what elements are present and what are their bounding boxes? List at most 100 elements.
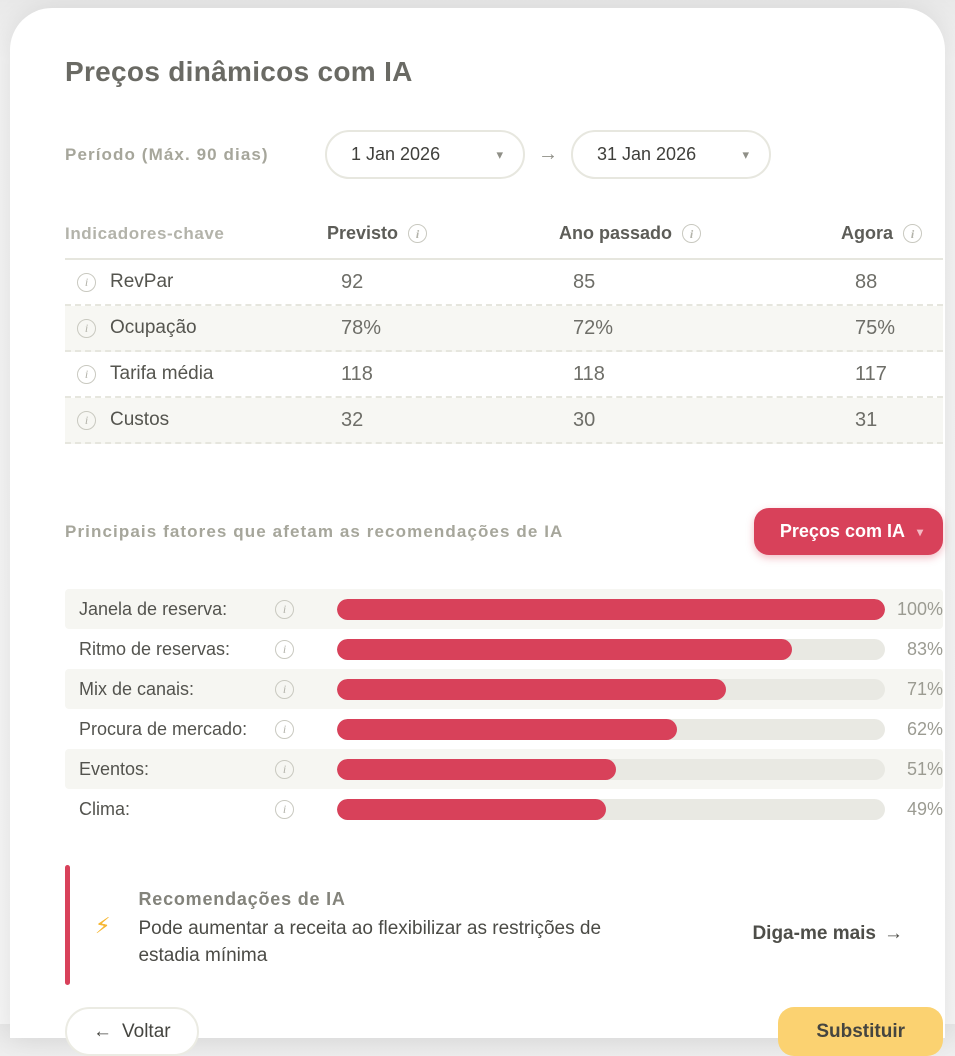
indicators-header-label: Indicadores-chave bbox=[65, 223, 225, 243]
factor-label: Ritmo de reservas: bbox=[79, 638, 231, 659]
end-date-value: 31 Jan 2026 bbox=[597, 144, 697, 164]
back-button[interactable]: ← Voltar bbox=[65, 1007, 199, 1056]
period-label: Período (Máx. 90 dias) bbox=[65, 144, 269, 164]
factor-label: Procura de mercado: bbox=[79, 718, 248, 739]
info-icon[interactable]: i bbox=[275, 639, 294, 659]
factor-percent: 100% bbox=[896, 598, 943, 619]
info-icon[interactable]: i bbox=[275, 759, 294, 779]
indicators-table: Indicadores-chave Previsto i Ano passado… bbox=[65, 213, 943, 444]
cell-agora: 31 bbox=[855, 408, 878, 431]
table-row-custos: i Custos 32 30 31 bbox=[65, 398, 943, 444]
tell-me-more-link[interactable]: Diga-me mais → bbox=[752, 923, 903, 945]
cell-previsto: 92 bbox=[341, 270, 364, 293]
row-label-text: Ocupação bbox=[110, 317, 197, 338]
factor-label: Clima: bbox=[79, 798, 131, 819]
row-label: i Tarifa média bbox=[65, 363, 327, 385]
info-icon[interactable]: i bbox=[903, 224, 923, 243]
range-arrow-icon: → bbox=[538, 143, 558, 165]
cell-agora: 88 bbox=[855, 270, 878, 293]
row-label-text: RevPar bbox=[110, 271, 174, 292]
cell-previsto: 78% bbox=[341, 316, 382, 339]
column-ano-passado: Ano passado i bbox=[559, 223, 841, 244]
start-date-value: 1 Jan 2026 bbox=[351, 144, 441, 164]
column-agora: Agora i bbox=[841, 223, 943, 244]
row-label: i Custos bbox=[65, 409, 327, 431]
column-previsto-label: Previsto bbox=[327, 223, 399, 243]
footer-actions: ← Voltar Substituir bbox=[65, 1007, 943, 1056]
page-title: Preços dinâmicos com IA bbox=[65, 56, 413, 87]
period-selector-row: Período (Máx. 90 dias) 1 Jan 2026 ▾ → 31… bbox=[65, 130, 903, 179]
recommendation-text: Pode aumentar a receita ao flexibilizar … bbox=[138, 918, 602, 966]
end-date-select[interactable]: 31 Jan 2026 ▾ bbox=[571, 130, 771, 179]
factors-title: Principais fatores que afetam as recomen… bbox=[65, 521, 564, 541]
info-icon[interactable]: i bbox=[275, 679, 294, 699]
cell-ano-passado: 72% bbox=[573, 316, 614, 339]
info-icon[interactable]: i bbox=[77, 410, 96, 430]
arrow-right-icon: → bbox=[884, 923, 903, 944]
factor-row-mix-de-canais: Mix de canais: i 71% bbox=[65, 669, 943, 709]
factor-bar-track bbox=[337, 758, 885, 780]
cell-agora: 117 bbox=[855, 362, 887, 385]
factor-percent: 62% bbox=[906, 718, 943, 739]
cell-ano-passado: 118 bbox=[573, 362, 605, 385]
factor-bar-track bbox=[337, 678, 885, 700]
factor-label: Eventos: bbox=[79, 758, 150, 779]
recommendation-body: Recomendações de IA Pode aumentar a rece… bbox=[138, 877, 618, 969]
cell-ano-passado: 85 bbox=[573, 270, 596, 293]
info-icon[interactable]: i bbox=[408, 224, 428, 243]
factor-row-janela-de-reserva: Janela de reserva: i 100% bbox=[65, 589, 943, 629]
replace-button[interactable]: Substituir bbox=[778, 1007, 943, 1056]
ai-prices-dropdown-label: Preços com IA bbox=[779, 521, 905, 541]
info-icon[interactable]: i bbox=[275, 719, 294, 739]
row-label: i Ocupação bbox=[65, 317, 327, 339]
pricing-panel: Preços dinâmicos com IA Período (Máx. 90… bbox=[10, 8, 945, 1056]
cell-previsto: 32 bbox=[341, 408, 364, 431]
column-ano-passado-label: Ano passado bbox=[559, 223, 673, 243]
factor-row-eventos: Eventos: i 51% bbox=[65, 749, 943, 789]
info-icon[interactable]: i bbox=[77, 318, 96, 338]
lightning-bolt-icon: ⚡ bbox=[95, 913, 111, 938]
factor-bar-track bbox=[337, 598, 885, 620]
info-icon[interactable]: i bbox=[682, 224, 702, 243]
row-label-text: Custos bbox=[110, 409, 170, 430]
info-icon[interactable]: i bbox=[275, 599, 294, 619]
table-row-tarifa-media: i Tarifa média 118 118 117 bbox=[65, 352, 943, 398]
factors-bar-list: Janela de reserva: i 100% Ritmo de reser… bbox=[65, 589, 943, 829]
row-label: i RevPar bbox=[65, 271, 327, 293]
info-icon[interactable]: i bbox=[77, 364, 96, 384]
recommendation-title: Recomendações de IA bbox=[138, 889, 346, 909]
factor-bar-track bbox=[337, 638, 885, 660]
tell-me-more-label: Diga-me mais bbox=[752, 923, 876, 944]
accent-bar bbox=[65, 865, 70, 985]
info-icon[interactable]: i bbox=[77, 272, 96, 292]
factor-row-procura-de-mercado: Procura de mercado: i 62% bbox=[65, 709, 943, 749]
ai-prices-dropdown-button[interactable]: Preços com IA ▾ bbox=[753, 508, 943, 555]
start-date-select[interactable]: 1 Jan 2026 ▾ bbox=[325, 130, 525, 179]
row-label-text: Tarifa média bbox=[110, 363, 214, 384]
column-previsto: Previsto i bbox=[327, 223, 559, 244]
ai-recommendation-panel: ⚡ Recomendações de IA Pode aumentar a re… bbox=[65, 865, 903, 985]
factor-row-ritmo-de-reservas: Ritmo de reservas: i 83% bbox=[65, 629, 943, 669]
chevron-down-icon: ▾ bbox=[496, 146, 503, 162]
column-agora-label: Agora bbox=[841, 223, 894, 243]
factor-bar-track bbox=[337, 798, 885, 820]
factor-label: Mix de canais: bbox=[79, 678, 195, 699]
indicators-table-header: Indicadores-chave Previsto i Ano passado… bbox=[65, 213, 943, 260]
factor-bar-fill bbox=[337, 638, 792, 660]
factor-percent: 83% bbox=[906, 638, 943, 659]
cell-agora: 75% bbox=[855, 316, 896, 339]
factor-bar-fill bbox=[337, 758, 617, 780]
factor-row-clima: Clima: i 49% bbox=[65, 789, 943, 829]
factor-bar-track bbox=[337, 718, 885, 740]
factor-bar-fill bbox=[337, 718, 677, 740]
info-icon[interactable]: i bbox=[275, 799, 294, 819]
factor-percent: 49% bbox=[906, 798, 943, 819]
cell-ano-passado: 30 bbox=[573, 408, 596, 431]
table-row-ocupacao: i Ocupação 78% 72% 75% bbox=[65, 306, 943, 352]
factor-bar-fill bbox=[337, 598, 885, 620]
factor-label: Janela de reserva: bbox=[79, 598, 228, 619]
chevron-down-icon: ▾ bbox=[742, 146, 749, 162]
table-row-revpar: i RevPar 92 85 88 bbox=[65, 260, 943, 306]
factor-percent: 51% bbox=[906, 758, 943, 779]
factors-header-row: Principais fatores que afetam as recomen… bbox=[65, 508, 943, 555]
